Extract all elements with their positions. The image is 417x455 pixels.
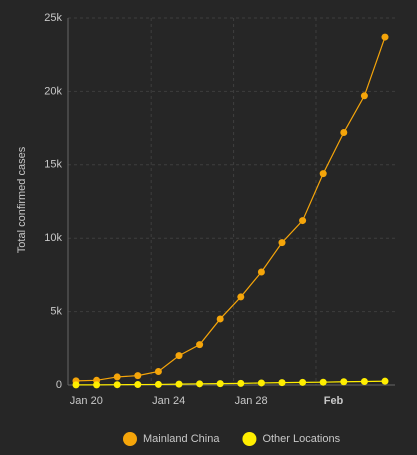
data-point [381, 377, 389, 385]
x-tick-label: Jan 24 [152, 395, 185, 407]
data-point [237, 379, 245, 387]
data-point [360, 92, 368, 100]
data-point [360, 377, 368, 385]
y-tick-label: 20k [44, 85, 62, 97]
data-point [134, 372, 142, 380]
data-point [237, 293, 245, 301]
data-point [319, 170, 327, 178]
data-point [340, 129, 348, 137]
data-point [340, 378, 348, 386]
series-line [75, 36, 386, 382]
data-point [113, 381, 121, 389]
data-point [154, 367, 162, 375]
data-point [381, 33, 389, 41]
data-point [216, 315, 224, 323]
data-point [196, 380, 204, 388]
data-point [72, 381, 80, 389]
y-tick-label: 0 [56, 379, 62, 391]
data-point [299, 378, 307, 386]
data-point [113, 373, 121, 381]
series-line [75, 380, 386, 386]
y-tick-label: 5k [50, 306, 62, 318]
x-tick-label: Jan 28 [235, 395, 268, 407]
x-tick-label: Feb [324, 395, 344, 407]
data-point [175, 352, 183, 360]
data-point [175, 380, 183, 388]
legend-marker[interactable] [123, 432, 137, 446]
data-point [134, 381, 142, 389]
y-axis-label: Total confirmed cases [16, 146, 28, 253]
data-point [257, 379, 265, 387]
y-tick-label: 15k [44, 159, 62, 171]
data-point [278, 239, 286, 247]
data-point [196, 341, 204, 349]
y-tick-label: 25k [44, 12, 62, 24]
data-point [278, 379, 286, 387]
y-tick-label: 10k [44, 232, 62, 244]
data-point [299, 217, 307, 225]
data-point [216, 380, 224, 388]
x-tick-label: Jan 20 [70, 395, 103, 407]
legend-label[interactable]: Other Locations [262, 433, 340, 445]
data-point [154, 380, 162, 388]
legend-label[interactable]: Mainland China [143, 433, 220, 445]
data-point [257, 268, 265, 276]
data-point [93, 381, 101, 389]
data-point [319, 378, 327, 386]
legend-marker[interactable] [242, 432, 257, 446]
